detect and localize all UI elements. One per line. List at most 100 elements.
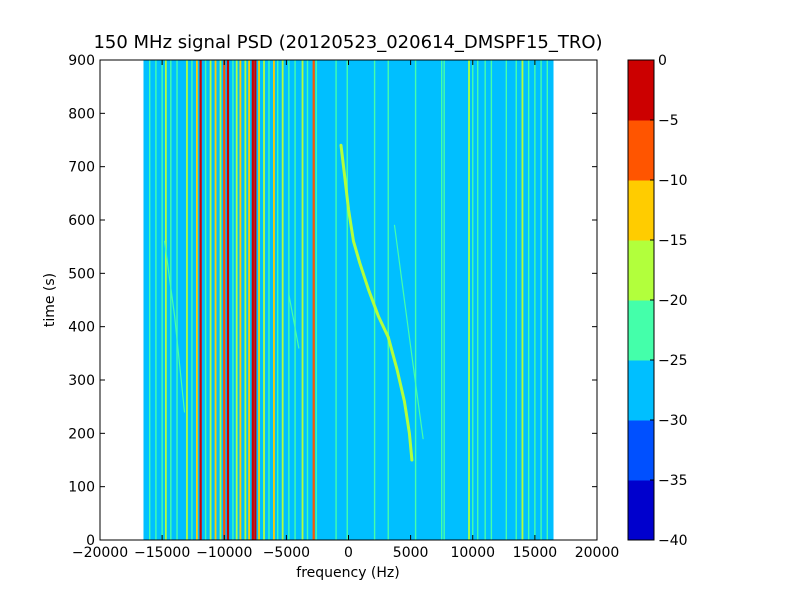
colorbar-segment (628, 240, 654, 301)
spectral-line (477, 60, 479, 540)
spectral-line (170, 60, 172, 540)
y-tick-label: 800 (68, 106, 95, 122)
x-tick-label: 20000 (575, 545, 620, 561)
spectral-line (468, 60, 470, 540)
spectral-line (301, 60, 304, 540)
spectral-line (484, 60, 486, 540)
spectral-line (540, 60, 542, 540)
y-tick-label: 0 (86, 533, 95, 549)
spectral-line (248, 60, 250, 540)
spectral-line (235, 60, 238, 540)
spectral-line (387, 60, 389, 540)
spectral-line (414, 60, 417, 540)
spectral-line (312, 60, 315, 540)
chart-title: 150 MHz signal PSD (20120523_020614_DMSP… (93, 32, 602, 53)
spectral-line (546, 60, 548, 540)
spectral-line (268, 60, 270, 540)
spectral-line (306, 60, 309, 540)
colorbar-tick-label: −35 (658, 473, 688, 489)
colorbar-segment (628, 120, 654, 181)
spectral-line (276, 60, 279, 540)
spectral-line (505, 60, 507, 540)
spectral-line (204, 60, 207, 540)
spectral-line (226, 60, 230, 540)
x-tick-label: 5000 (393, 545, 429, 561)
spectral-line (258, 60, 260, 540)
colorbar-segment (628, 420, 654, 481)
x-axis-ticks: −20000 −15000 −10000 −5000 0 5000 10000 15000 20… (72, 60, 619, 561)
spectral-line (209, 60, 212, 540)
spectral-line (515, 60, 517, 540)
spectral-line (251, 60, 254, 540)
colorbar-tick-label: −30 (658, 413, 688, 429)
colorbar-tick-label: −10 (658, 173, 688, 189)
spectral-line (440, 60, 443, 540)
y-tick-label: 500 (68, 266, 95, 282)
colorbar-segment (628, 180, 654, 241)
spectral-line (199, 60, 202, 540)
spectral-line (346, 60, 348, 540)
spectral-line (191, 60, 193, 540)
spectral-line (472, 60, 474, 540)
spectral-line (294, 60, 296, 540)
x-tick-label: 0 (344, 545, 353, 561)
y-axis-label: time (s) (42, 273, 58, 327)
spectral-line (219, 60, 222, 540)
colorbar-segment (628, 360, 654, 421)
spectral-line (521, 60, 524, 540)
x-tick-label: −20000 (72, 545, 128, 561)
spectral-line (373, 60, 376, 540)
spectral-line (443, 60, 445, 540)
spectral-line (490, 60, 493, 540)
colorbar-tick-label: −15 (658, 233, 688, 249)
spectral-line (527, 60, 530, 540)
x-tick-label: −15000 (134, 545, 190, 561)
spectral-line (176, 60, 178, 540)
spectrogram-heatmap (143, 60, 554, 540)
satellite-doppler-trace (339, 143, 414, 462)
colorbar-segment (628, 300, 654, 361)
colorbar-segment (628, 60, 654, 121)
spectral-line (161, 60, 163, 540)
colorbar-tick-label: −20 (658, 293, 688, 309)
colorbar-tick-label: 0 (658, 53, 667, 69)
spectral-line (254, 60, 257, 540)
faint-doppler-trace (164, 240, 186, 413)
y-tick-label: 300 (68, 373, 95, 389)
spectral-line (186, 60, 188, 540)
spectral-line (214, 60, 217, 540)
y-tick-label: 200 (68, 426, 95, 442)
x-axis-label: frequency (Hz) (296, 565, 399, 581)
y-tick-label: 100 (68, 480, 95, 496)
spectral-line (263, 60, 265, 540)
spectral-line (155, 60, 157, 540)
spectral-line (244, 60, 247, 540)
colorbar-tick-label: −40 (658, 533, 688, 549)
y-tick-label: 700 (68, 160, 95, 176)
spectral-line (288, 60, 290, 540)
spectral-line (315, 60, 317, 540)
faint-doppler-trace (288, 294, 300, 349)
x-tick-label: −10000 (196, 545, 252, 561)
y-tick-label: 900 (68, 53, 95, 69)
spectral-line (164, 60, 167, 540)
colorbar-segment (628, 480, 654, 541)
y-axis-ticks: 0 100 200 300 400 500 600 700 800 900 (68, 53, 597, 549)
x-tick-label: −5000 (263, 545, 310, 561)
colorbar-tick-label: −25 (658, 353, 688, 369)
spectral-line (273, 60, 275, 540)
y-tick-label: 600 (68, 213, 95, 229)
x-tick-label: 10000 (450, 545, 495, 561)
y-tick-label: 400 (68, 320, 95, 336)
spectral-line (335, 60, 337, 540)
colorbar-tick-label: −5 (658, 113, 679, 129)
x-tick-label: 15000 (513, 545, 558, 561)
spectral-line (149, 60, 151, 540)
spectral-line (239, 60, 242, 540)
spectral-line (232, 60, 234, 540)
faint-doppler-trace (393, 224, 424, 440)
spectral-line (196, 60, 198, 540)
colorbar: −40 −35 −30 −25 −20 −15 −10 −5 0 (627, 53, 688, 549)
spectral-line (281, 60, 284, 540)
